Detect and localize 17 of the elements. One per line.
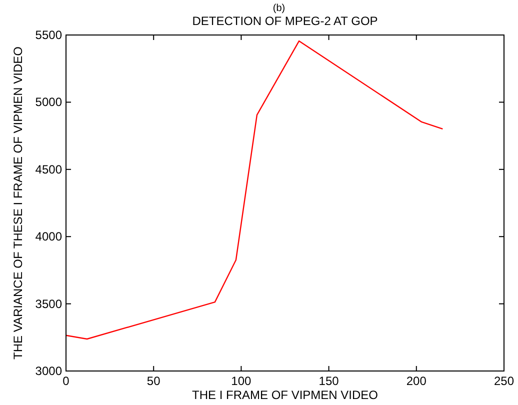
x-tick-label: 100 bbox=[231, 374, 252, 388]
chart-title: DETECTION OF MPEG-2 AT GOP bbox=[192, 14, 378, 28]
x-tick-label: 0 bbox=[62, 374, 70, 388]
y-axis-title: THE VARIANCE OF THESE I FRAME OF VIPMEN VIDEO bbox=[11, 46, 25, 360]
y-tick-label: 4000 bbox=[35, 230, 62, 244]
y-tick-label: 5500 bbox=[35, 28, 62, 42]
y-tick-label: 3500 bbox=[35, 296, 62, 311]
y-tick-label: 3000 bbox=[35, 364, 62, 378]
x-tick-label: 200 bbox=[406, 374, 427, 388]
y-tick-label: 4500 bbox=[35, 162, 62, 176]
text: (b) bbox=[272, 3, 286, 14]
x-axis-title: THE I FRAME OF VIPMEN VIDEO bbox=[192, 388, 378, 402]
line-series bbox=[65, 40, 444, 340]
y-tick-label: 5000 bbox=[35, 95, 62, 110]
x-tick-label: 150 bbox=[318, 374, 340, 388]
x-tick-label: 250 bbox=[494, 374, 514, 388]
x-tick-label: 50 bbox=[146, 374, 161, 388]
